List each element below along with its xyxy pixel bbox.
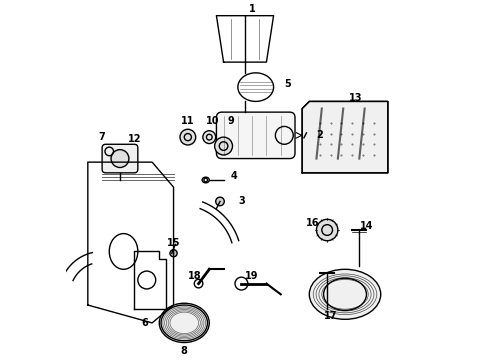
Text: 11: 11 (181, 116, 195, 126)
Ellipse shape (216, 197, 224, 206)
Text: 14: 14 (360, 221, 373, 231)
Ellipse shape (309, 269, 381, 319)
Text: 18: 18 (188, 271, 202, 282)
Polygon shape (302, 102, 388, 173)
Ellipse shape (170, 249, 177, 257)
Text: 4: 4 (231, 171, 238, 181)
Text: 19: 19 (245, 271, 259, 282)
Ellipse shape (203, 131, 216, 144)
Text: 12: 12 (127, 134, 141, 144)
Text: 16: 16 (306, 218, 319, 228)
Text: 8: 8 (181, 346, 188, 356)
FancyBboxPatch shape (102, 144, 138, 173)
Text: 1: 1 (249, 4, 255, 14)
FancyBboxPatch shape (217, 112, 295, 158)
Text: 5: 5 (285, 78, 291, 89)
Text: 13: 13 (349, 93, 363, 103)
Ellipse shape (111, 150, 129, 167)
Ellipse shape (180, 129, 196, 145)
Text: 9: 9 (227, 116, 234, 126)
Text: 15: 15 (167, 238, 180, 248)
Text: 10: 10 (206, 116, 220, 126)
Text: 3: 3 (238, 197, 245, 206)
Ellipse shape (317, 219, 338, 241)
Ellipse shape (159, 303, 209, 342)
Text: 17: 17 (324, 311, 338, 321)
Text: 2: 2 (317, 130, 323, 140)
Ellipse shape (215, 137, 232, 155)
Text: 6: 6 (142, 318, 148, 328)
Text: 7: 7 (99, 132, 105, 142)
